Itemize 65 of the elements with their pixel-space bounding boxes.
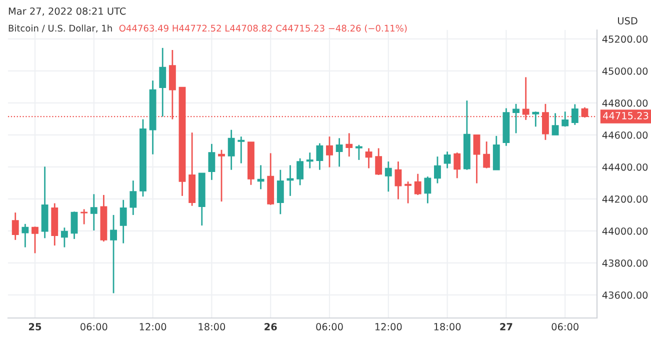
y-tick-label: 45000.00	[602, 67, 648, 75]
candlestick	[552, 112, 559, 136]
candlestick	[60, 226, 68, 248]
y-tick-label: 44000.00	[602, 227, 648, 235]
x-tick-label: 06:00	[316, 323, 343, 330]
candlestick	[306, 152, 314, 169]
y-tick-label: 44200.00	[602, 195, 648, 203]
chart-title: Bitcoin / U.S. Dollar, 1h	[8, 24, 112, 33]
annotation: O44763.49 H44772.52 L44708.82 C44715.23 −48.26 (−0.11%)	[119, 24, 407, 33]
candlestick	[355, 144, 362, 161]
candlestick	[22, 223, 29, 248]
y-tick-label: 44400.00	[602, 163, 648, 171]
candlestick	[394, 160, 402, 200]
x-tick-label: 27	[500, 323, 512, 330]
candlestick	[414, 173, 422, 196]
x-tick-label: 06:00	[80, 323, 108, 330]
x-tick-label: 12:00	[375, 323, 402, 330]
x-tick-label: 06:00	[552, 323, 578, 330]
y-tick-label: 43600.00	[602, 291, 648, 299]
candlestick	[218, 149, 225, 202]
candlestick	[326, 136, 333, 168]
x-tick-label: 26	[264, 323, 277, 330]
candlestick	[434, 156, 441, 184]
candlestick	[228, 129, 235, 171]
candlestick	[316, 142, 324, 171]
y-tick-label: 43800.00	[602, 259, 648, 267]
candlestick	[276, 169, 284, 215]
y-tick-label: 44800.00	[602, 99, 648, 107]
candlestick	[238, 136, 245, 164]
chart-subtitle: Mar 27, 2022 08:21 UTC	[8, 7, 126, 16]
candlestick	[424, 176, 432, 204]
candlestick	[454, 152, 461, 179]
ref-line-label: 44715.23	[603, 112, 648, 120]
candlestick	[70, 210, 78, 240]
candlestick	[483, 140, 490, 169]
candlestick	[12, 212, 19, 241]
candlestick	[159, 47, 166, 118]
candlestick	[296, 158, 304, 186]
candlestick	[404, 180, 412, 204]
x-tick-label: 18:00	[198, 323, 226, 330]
candlestick	[346, 132, 353, 158]
candlestick	[120, 199, 127, 244]
candlestick	[512, 103, 520, 134]
candlestick	[130, 180, 137, 216]
candlestick	[80, 208, 88, 225]
y-axis-title: USD	[618, 17, 638, 24]
candlestick	[336, 137, 343, 168]
candlestick	[473, 134, 480, 184]
candlestick	[384, 160, 392, 192]
x-tick-label: 18:00	[434, 323, 461, 330]
candlestick	[110, 214, 117, 294]
candlestick	[286, 164, 294, 197]
x-tick-label: 12:00	[140, 323, 166, 330]
y-tick-label: 44600.00	[602, 131, 648, 139]
x-tick-label: 25	[29, 323, 42, 330]
candlestick	[365, 148, 372, 169]
y-tick-label: 45200.00	[602, 35, 648, 43]
candlestick	[375, 148, 382, 176]
candlestick	[562, 110, 569, 128]
candlestick	[444, 150, 451, 169]
candlestick	[571, 104, 578, 126]
candlestick	[90, 193, 98, 232]
candlestick	[32, 226, 38, 254]
candlestick	[208, 143, 216, 181]
candlestick	[532, 110, 540, 128]
